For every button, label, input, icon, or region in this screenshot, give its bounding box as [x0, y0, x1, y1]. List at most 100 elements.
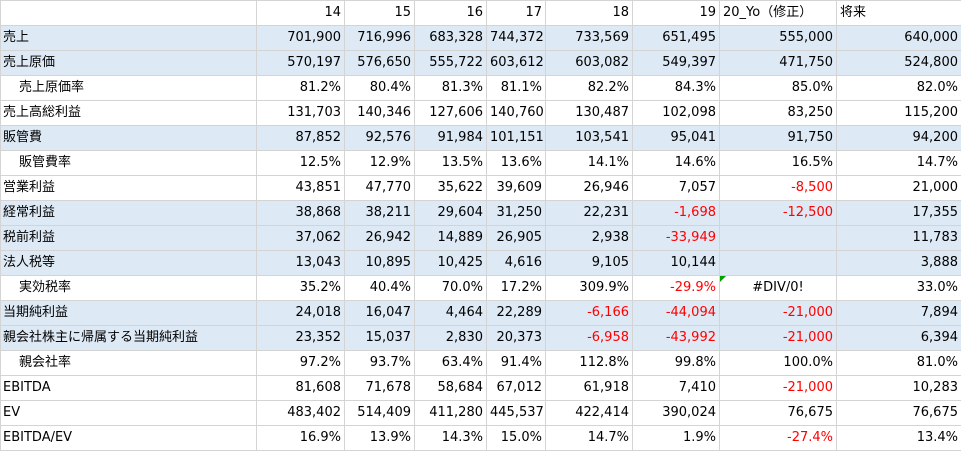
data-cell[interactable]: -12,500	[719, 200, 837, 226]
column-header[interactable]: 将来	[836, 0, 961, 26]
data-cell[interactable]: 570,197	[256, 50, 345, 76]
data-cell[interactable]: 37,062	[256, 225, 345, 251]
data-cell[interactable]: 13.9%	[344, 425, 415, 451]
data-cell[interactable]: 549,397	[632, 50, 720, 76]
row-label[interactable]: 販管費	[0, 125, 257, 151]
data-cell[interactable]: 63.4%	[414, 350, 487, 376]
data-cell[interactable]: -44,094	[632, 300, 720, 326]
data-cell[interactable]: 10,144	[632, 250, 720, 276]
data-cell[interactable]: 81.3%	[414, 75, 487, 101]
data-cell[interactable]: -29.9%	[632, 275, 720, 301]
data-cell[interactable]: 471,750	[719, 50, 837, 76]
data-cell[interactable]: -21,000	[719, 375, 837, 401]
data-cell[interactable]: 95,041	[632, 125, 720, 151]
data-cell[interactable]: 4,464	[414, 300, 487, 326]
data-cell[interactable]: 422,414	[545, 400, 633, 426]
data-cell[interactable]: 15,037	[344, 325, 415, 351]
data-cell[interactable]: #DIV/0!	[719, 275, 837, 301]
data-cell[interactable]: 115,200	[836, 100, 961, 126]
data-cell[interactable]: 99.8%	[632, 350, 720, 376]
data-cell[interactable]: 76,675	[836, 400, 961, 426]
data-cell[interactable]: 576,650	[344, 50, 415, 76]
data-cell[interactable]: 84.3%	[632, 75, 720, 101]
data-cell[interactable]: 2,938	[545, 225, 633, 251]
data-cell[interactable]: 26,942	[344, 225, 415, 251]
data-cell[interactable]: 35.2%	[256, 275, 345, 301]
data-cell[interactable]: 67,012	[486, 375, 546, 401]
row-label[interactable]: 売上原価率	[0, 75, 257, 101]
data-cell[interactable]: -43,992	[632, 325, 720, 351]
data-cell[interactable]: 6,394	[836, 325, 961, 351]
row-label[interactable]: 販管費率	[0, 150, 257, 176]
column-header[interactable]: 15	[344, 0, 415, 26]
corner-cell[interactable]	[0, 0, 257, 26]
data-cell[interactable]: 683,328	[414, 25, 487, 51]
column-header[interactable]: 20_Yo（修正）	[719, 0, 837, 26]
error-indicator-icon[interactable]	[720, 276, 726, 282]
data-cell[interactable]: 514,409	[344, 400, 415, 426]
data-cell[interactable]: 7,894	[836, 300, 961, 326]
data-cell[interactable]: 24,018	[256, 300, 345, 326]
data-cell[interactable]: 13.5%	[414, 150, 487, 176]
data-cell[interactable]: 80.4%	[344, 75, 415, 101]
data-cell[interactable]: 22,231	[545, 200, 633, 226]
data-cell[interactable]: 22,289	[486, 300, 546, 326]
data-cell[interactable]: 93.7%	[344, 350, 415, 376]
column-header[interactable]: 18	[545, 0, 633, 26]
data-cell[interactable]: 11,783	[836, 225, 961, 251]
data-cell[interactable]: 640,000	[836, 25, 961, 51]
data-cell[interactable]: -27.4%	[719, 425, 837, 451]
data-cell[interactable]: 91,750	[719, 125, 837, 151]
data-cell[interactable]: 112.8%	[545, 350, 633, 376]
data-cell[interactable]: 33.0%	[836, 275, 961, 301]
data-cell[interactable]: 13.4%	[836, 425, 961, 451]
data-cell[interactable]: 83,250	[719, 100, 837, 126]
data-cell[interactable]: 100.0%	[719, 350, 837, 376]
data-cell[interactable]: 102,098	[632, 100, 720, 126]
data-cell[interactable]: 101,151	[486, 125, 546, 151]
data-cell[interactable]: 14.3%	[414, 425, 487, 451]
data-cell[interactable]: 26,905	[486, 225, 546, 251]
row-label[interactable]: EBITDA/EV	[0, 425, 257, 451]
data-cell[interactable]: 10,283	[836, 375, 961, 401]
data-cell[interactable]	[719, 225, 837, 251]
data-cell[interactable]: 716,996	[344, 25, 415, 51]
row-label[interactable]: EV	[0, 400, 257, 426]
data-cell[interactable]: 3,888	[836, 250, 961, 276]
row-label[interactable]: 法人税等	[0, 250, 257, 276]
data-cell[interactable]: 12.5%	[256, 150, 345, 176]
row-label[interactable]: 経常利益	[0, 200, 257, 226]
row-label[interactable]: 営業利益	[0, 175, 257, 201]
data-cell[interactable]: 70.0%	[414, 275, 487, 301]
row-label[interactable]: 売上	[0, 25, 257, 51]
data-cell[interactable]: 85.0%	[719, 75, 837, 101]
data-cell[interactable]: 103,541	[545, 125, 633, 151]
data-cell[interactable]: 91,984	[414, 125, 487, 151]
data-cell[interactable]: 58,684	[414, 375, 487, 401]
data-cell[interactable]: 445,537	[486, 400, 546, 426]
data-cell[interactable]: 81,608	[256, 375, 345, 401]
data-cell[interactable]: 701,900	[256, 25, 345, 51]
data-cell[interactable]: -33,949	[632, 225, 720, 251]
data-cell[interactable]: 38,211	[344, 200, 415, 226]
data-cell[interactable]: 23,352	[256, 325, 345, 351]
row-label[interactable]: 当期純利益	[0, 300, 257, 326]
data-cell[interactable]: 12.9%	[344, 150, 415, 176]
row-label[interactable]: 実効税率	[0, 275, 257, 301]
data-cell[interactable]: 1.9%	[632, 425, 720, 451]
data-cell[interactable]: -6,166	[545, 300, 633, 326]
data-cell[interactable]: 131,703	[256, 100, 345, 126]
data-cell[interactable]: 97.2%	[256, 350, 345, 376]
data-cell[interactable]: 21,000	[836, 175, 961, 201]
column-header[interactable]: 17	[486, 0, 546, 26]
row-label[interactable]: EBITDA	[0, 375, 257, 401]
data-cell[interactable]: 14.7%	[545, 425, 633, 451]
data-cell[interactable]: 140,760	[486, 100, 546, 126]
data-cell[interactable]: 81.1%	[486, 75, 546, 101]
data-cell[interactable]: 555,000	[719, 25, 837, 51]
data-cell[interactable]: 14.1%	[545, 150, 633, 176]
data-cell[interactable]: 140,346	[344, 100, 415, 126]
data-cell[interactable]: -21,000	[719, 300, 837, 326]
data-cell[interactable]: 13.6%	[486, 150, 546, 176]
data-cell[interactable]: 16,047	[344, 300, 415, 326]
